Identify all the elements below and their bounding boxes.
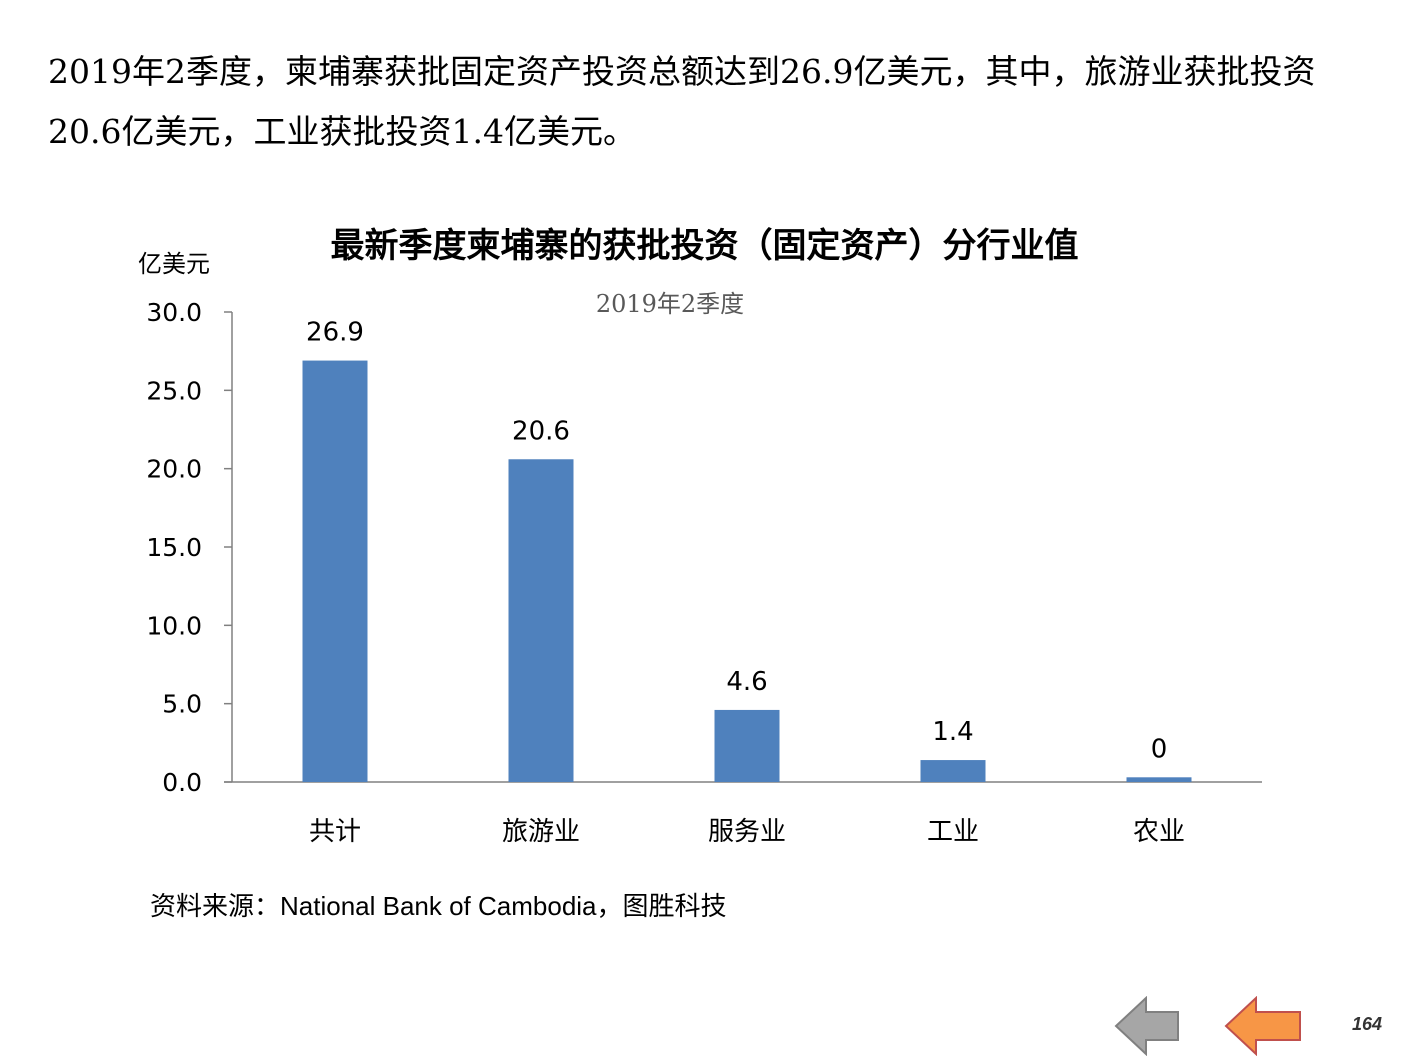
data-label: 4.6 — [726, 667, 767, 697]
y-tick-label: 15.0 — [146, 533, 202, 562]
x-tick-label: 共计 — [309, 817, 361, 847]
y-tick-label: 20.0 — [146, 455, 202, 484]
y-tick-label: 0.0 — [162, 768, 202, 797]
data-label: 1.4 — [932, 717, 973, 747]
bar — [302, 360, 368, 782]
y-tick-label: 30.0 — [146, 298, 202, 327]
source-note: 资料来源：National Bank of Cambodia，图胜科技 — [150, 891, 727, 921]
chart-title: 最新季度柬埔寨的获批投资（固定资产）分行业值 — [330, 226, 1079, 266]
bar — [920, 760, 986, 782]
bar — [1126, 777, 1192, 782]
x-tick-label: 旅游业 — [502, 817, 580, 847]
data-label: 20.6 — [512, 416, 570, 446]
y-tick-label: 10.0 — [146, 611, 202, 640]
bar — [508, 459, 574, 782]
y-tick-label: 25.0 — [146, 376, 202, 405]
back-arrow-icon[interactable] — [1114, 996, 1182, 1056]
bar — [714, 709, 780, 782]
intro-paragraph: 2019年2季度，柬埔寨获批固定资产投资总额达到26.9亿美元，其中，旅游业获批… — [48, 52, 1316, 151]
chart-subtitle: 2019年2季度 — [595, 290, 745, 318]
page-number: 164 — [1352, 1014, 1383, 1034]
data-label: 26.9 — [306, 318, 364, 348]
forward-arrow-icon[interactable] — [1224, 996, 1304, 1056]
x-tick-label: 工业 — [927, 817, 979, 847]
x-tick-label: 服务业 — [708, 817, 786, 847]
x-tick-label: 农业 — [1133, 817, 1185, 847]
y-axis-unit-label: 亿美元 — [138, 250, 210, 278]
y-tick-label: 5.0 — [162, 690, 202, 719]
data-label: 0 — [1151, 734, 1168, 764]
